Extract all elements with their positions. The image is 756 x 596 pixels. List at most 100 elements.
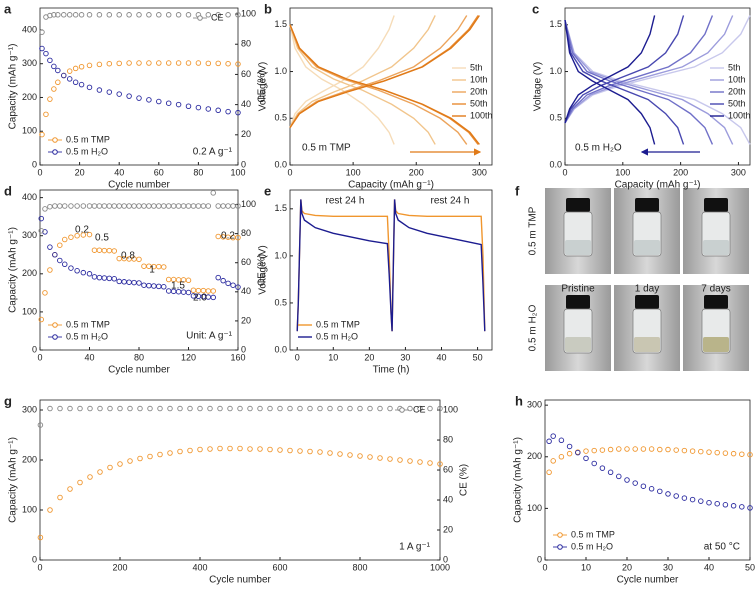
data-point bbox=[648, 486, 655, 492]
data-point bbox=[640, 446, 647, 452]
x-axis-label: Cycle number bbox=[108, 180, 170, 191]
data-point bbox=[215, 60, 221, 67]
annotation: Unit: A g⁻¹ bbox=[186, 331, 233, 342]
data-point bbox=[147, 453, 153, 460]
data-point bbox=[397, 457, 403, 463]
data-point bbox=[165, 100, 172, 106]
data-point bbox=[66, 12, 73, 18]
data-point bbox=[215, 274, 221, 281]
data-point bbox=[225, 108, 231, 115]
annotation: 0.2 bbox=[221, 231, 235, 242]
data-point bbox=[111, 276, 117, 282]
legend-marker bbox=[399, 407, 405, 413]
data-point bbox=[165, 60, 172, 66]
data-point bbox=[96, 247, 103, 253]
y-tick-label: 200 bbox=[527, 451, 542, 461]
data-point bbox=[673, 447, 679, 453]
data-point bbox=[86, 62, 93, 69]
data-point bbox=[78, 63, 85, 70]
data-point bbox=[156, 60, 162, 66]
data-point bbox=[80, 269, 87, 276]
photo-panel: f 0.5 m TMP 0.5 m H₂O Pristine 1 day 7 d… bbox=[515, 183, 749, 371]
data-point bbox=[77, 479, 83, 486]
data-point bbox=[38, 215, 44, 222]
data-point bbox=[257, 405, 263, 412]
plot-frame bbox=[289, 189, 493, 351]
x-tick-label: 40 bbox=[436, 352, 446, 362]
data-point bbox=[97, 405, 103, 412]
x-tick-label: 100 bbox=[230, 167, 245, 177]
data-point bbox=[96, 203, 103, 209]
data-point bbox=[57, 494, 63, 501]
data-point bbox=[121, 279, 127, 285]
data-point bbox=[156, 203, 162, 209]
data-point bbox=[237, 405, 243, 412]
data-point bbox=[177, 448, 183, 455]
data-point bbox=[195, 60, 202, 66]
x-tick-label: 200 bbox=[673, 167, 688, 177]
data-point bbox=[131, 203, 137, 209]
annotation: 1 A g⁻¹ bbox=[399, 542, 431, 553]
annotation: 0.2 bbox=[75, 225, 89, 236]
panel-letter: b bbox=[264, 1, 272, 16]
data-point bbox=[197, 446, 203, 453]
data-point bbox=[185, 289, 192, 296]
x-tick-label: 0 bbox=[37, 167, 42, 177]
data-point bbox=[739, 504, 745, 510]
legend-label: CE bbox=[211, 12, 224, 22]
data-line bbox=[564, 15, 734, 124]
data-point bbox=[57, 405, 63, 412]
y2-tick-label: 40 bbox=[443, 494, 453, 504]
panel-letter: h bbox=[515, 393, 523, 408]
y-axis-label: Voltage (V) bbox=[258, 245, 269, 294]
data-point bbox=[225, 12, 231, 18]
vial-liquid bbox=[703, 337, 729, 352]
vial-cap bbox=[566, 295, 590, 309]
legend-label: 0.5 m TMP bbox=[66, 134, 110, 144]
data-line bbox=[564, 15, 656, 124]
data-point bbox=[616, 473, 622, 480]
data-line bbox=[564, 20, 685, 145]
data-point bbox=[665, 446, 671, 453]
y-axis-label: Capacity (mAh g⁻¹) bbox=[8, 437, 19, 523]
column-label: 1 day bbox=[635, 284, 659, 295]
data-point bbox=[38, 227, 44, 234]
y-tick-label: 1.0 bbox=[274, 66, 287, 76]
x-axis-label: Time (h) bbox=[373, 365, 410, 376]
legend-label: CE bbox=[413, 404, 426, 414]
data-point bbox=[117, 461, 123, 467]
y-axis-label: Capacity (mAh g⁻¹) bbox=[8, 227, 19, 313]
data-point bbox=[96, 274, 103, 281]
vial-cap bbox=[704, 198, 728, 212]
data-point bbox=[39, 45, 45, 52]
data-point bbox=[257, 446, 263, 452]
legend-label: 20th bbox=[728, 86, 746, 96]
data-point bbox=[558, 437, 565, 444]
data-point bbox=[681, 495, 688, 501]
data-point bbox=[367, 405, 373, 412]
data-point bbox=[91, 247, 98, 253]
data-point bbox=[205, 203, 212, 209]
y-tick-label: 1.5 bbox=[274, 19, 287, 29]
x-tick-label: 60 bbox=[154, 167, 164, 177]
legend-marker bbox=[52, 334, 58, 340]
data-point bbox=[673, 493, 679, 499]
x-tick-label: 0 bbox=[37, 562, 42, 572]
data-point bbox=[127, 405, 133, 412]
legend-marker bbox=[197, 15, 203, 21]
data-point bbox=[42, 206, 48, 212]
x-tick-label: 50 bbox=[745, 562, 755, 572]
data-point bbox=[38, 316, 44, 323]
data-line bbox=[289, 15, 468, 128]
y-axis-label: Capacity (mAh g⁻¹) bbox=[8, 44, 19, 130]
legend-label: 100th bbox=[728, 110, 751, 120]
x-tick-label: 40 bbox=[84, 352, 94, 362]
data-point bbox=[156, 263, 162, 270]
legend-label: 0.5 m H₂O bbox=[571, 541, 613, 551]
data-point bbox=[175, 203, 182, 209]
data-point bbox=[43, 111, 49, 118]
x-tick-label: 40 bbox=[114, 167, 124, 177]
data-point bbox=[62, 203, 68, 209]
data-point bbox=[225, 203, 231, 209]
data-point bbox=[698, 448, 704, 455]
